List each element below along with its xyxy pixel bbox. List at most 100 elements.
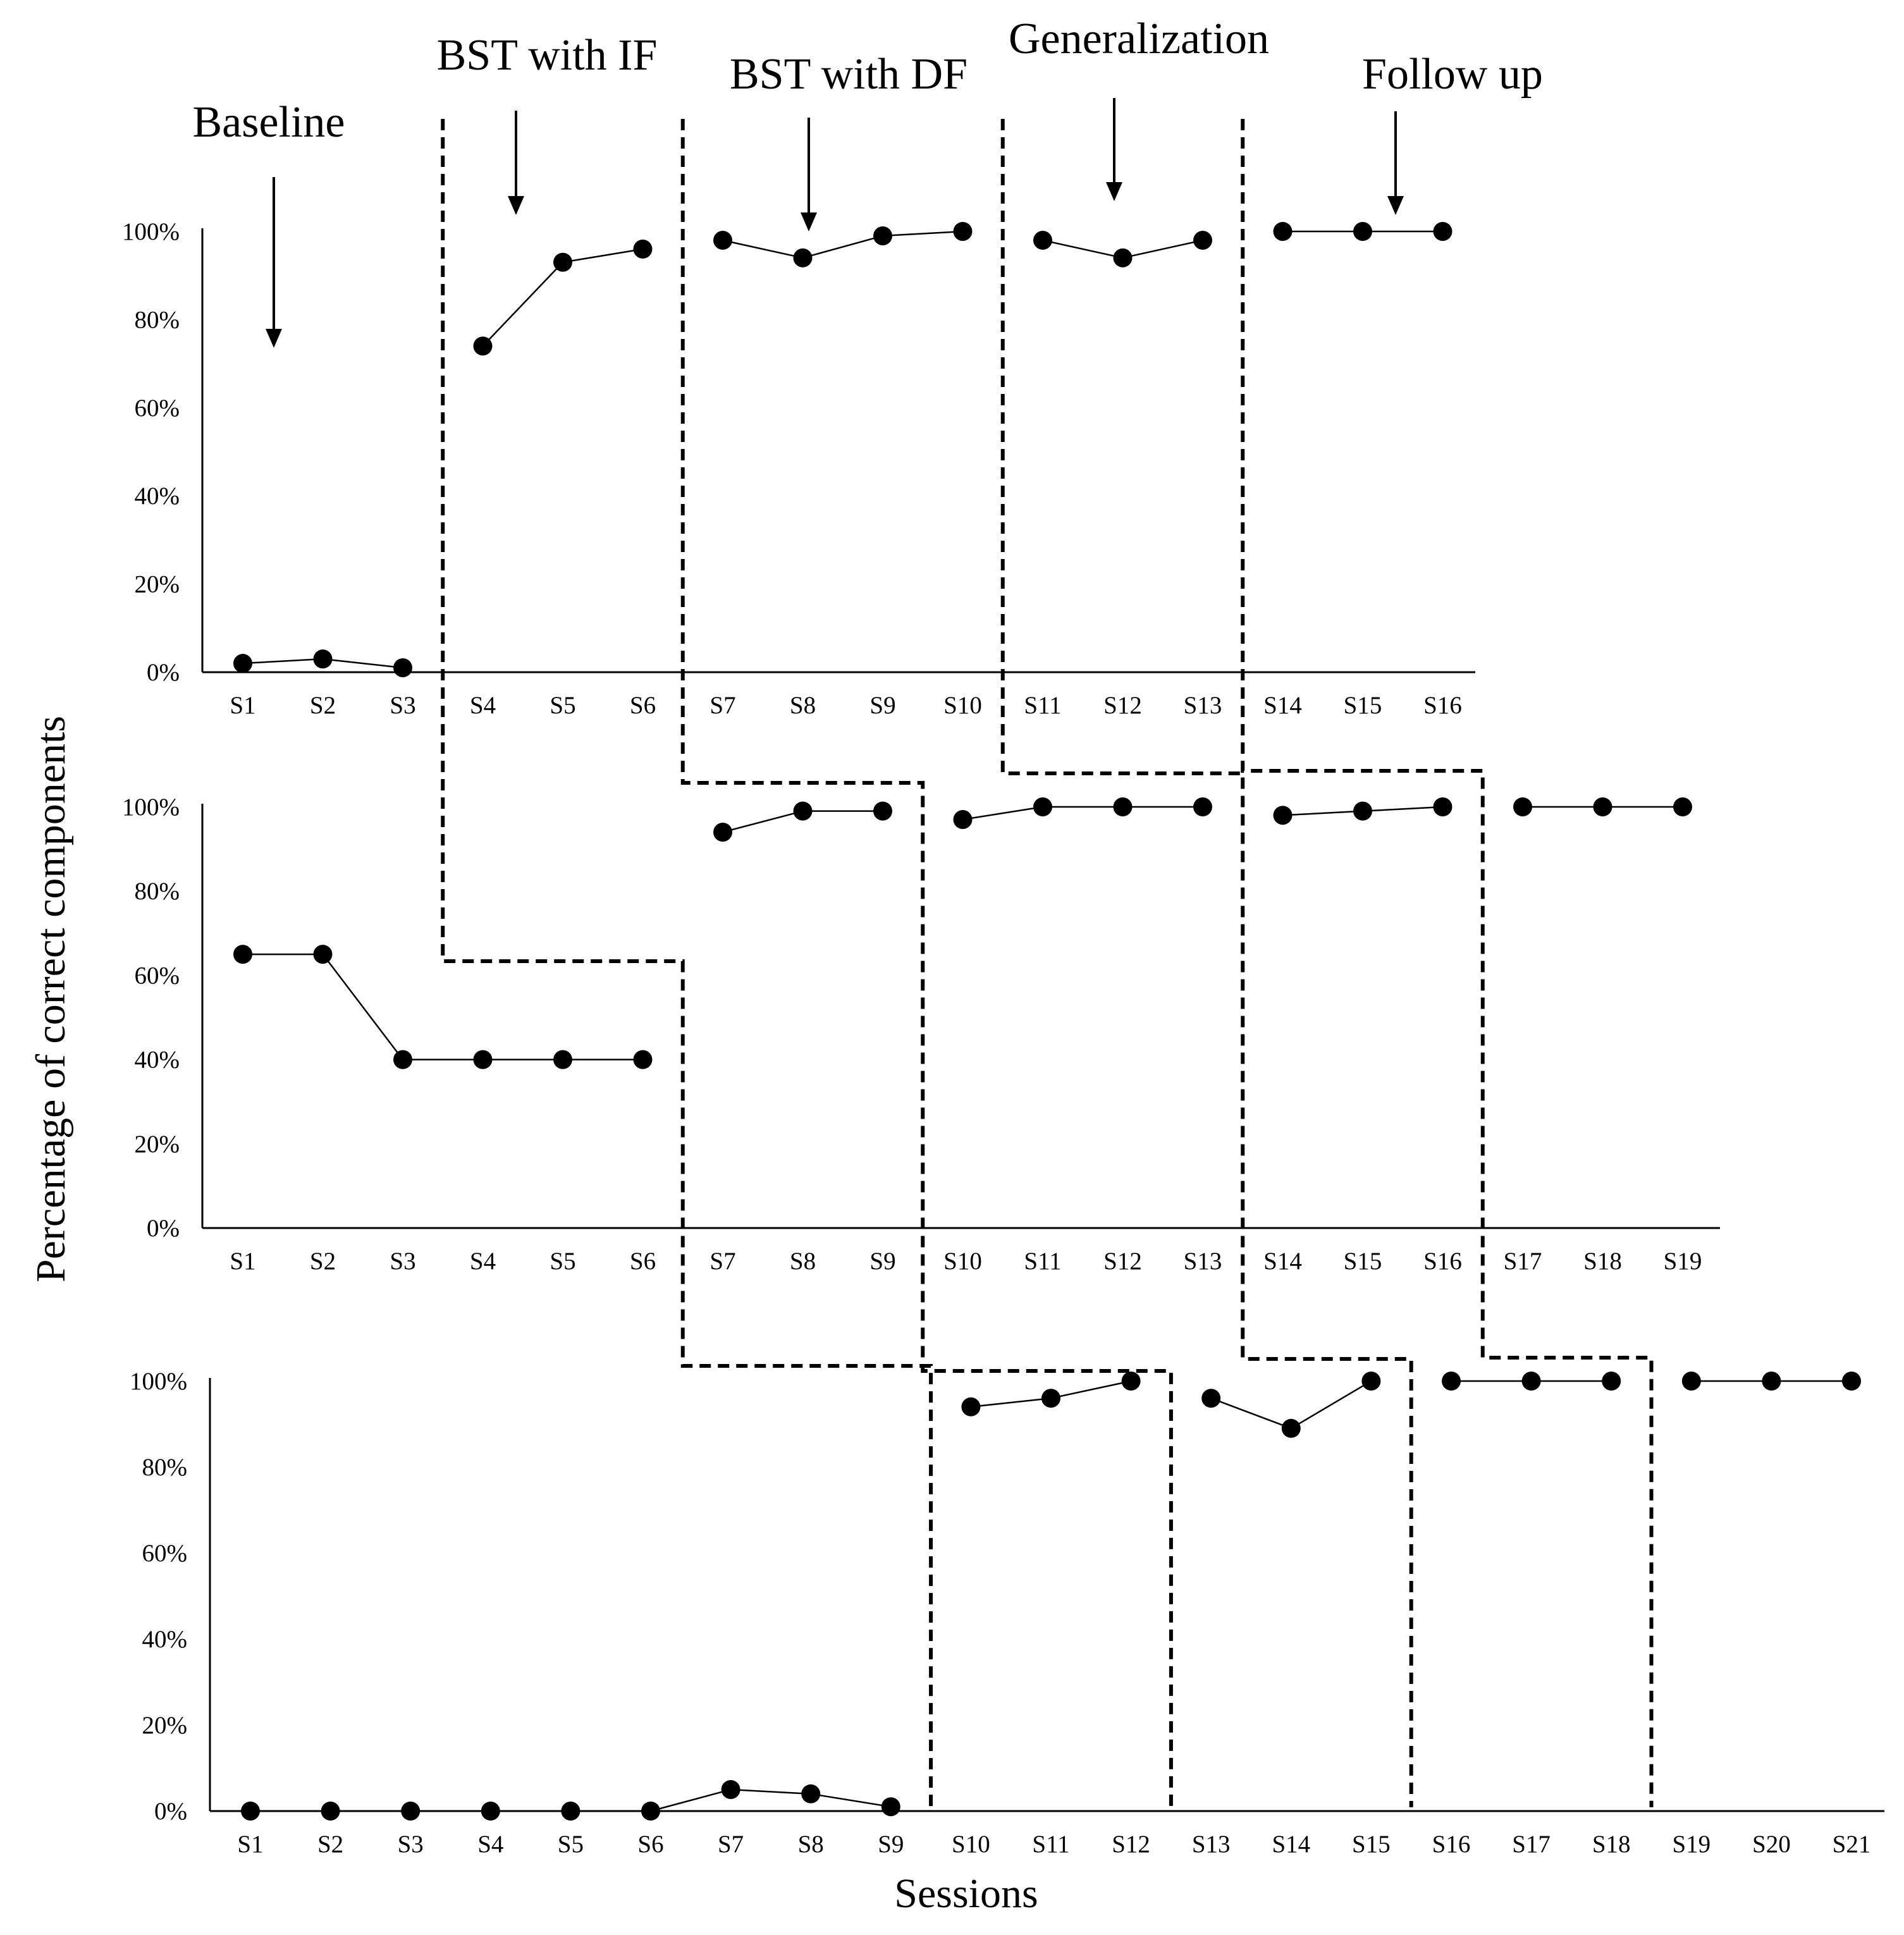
phase-arrow-head [508,196,524,215]
data-point [553,1050,572,1069]
x-tick-label: S8 [790,1248,816,1275]
y-tick-label: 0% [147,1215,180,1242]
y-tick-label: 0% [154,1798,187,1825]
data-point [1593,797,1612,816]
data-point [633,239,653,259]
phase-label: Generalization [1009,15,1269,63]
phase-label: BST with IF [437,31,658,80]
x-tick-label: S6 [630,692,656,719]
data-point [553,252,572,272]
x-tick-label: S20 [1752,1831,1791,1858]
x-tick-label: S14 [1263,1248,1302,1275]
x-tick-label: S10 [943,1248,982,1275]
series-line-segment [882,230,963,237]
data-point [313,945,333,964]
layer-axes [201,98,1884,1812]
x-tick-label: S4 [470,692,496,719]
x-tick-label: S13 [1184,692,1222,719]
x-tick-label: S9 [878,1831,904,1858]
data-point [1281,1418,1301,1438]
x-tick-label: S10 [952,1831,990,1858]
phase-arrow-head [1387,196,1404,215]
data-point [1113,797,1133,816]
x-tick-label: S11 [1024,1248,1061,1275]
x-tick-label: S12 [1103,692,1142,719]
x-tick-label: S5 [558,1831,584,1858]
data-point [881,1797,900,1817]
x-tick-label: S17 [1512,1831,1551,1858]
data-point [713,822,732,842]
x-axis-title: Sessions [894,1870,1038,1917]
phase-label: Follow up [1362,50,1543,99]
y-tick-label: 80% [135,878,180,905]
x-tick-label: S15 [1344,1248,1382,1275]
x-tick-label: S7 [709,692,735,719]
data-point [873,801,892,821]
data-point [1193,230,1212,250]
x-tick-label: S8 [790,692,816,719]
data-point [1433,222,1453,241]
x-tick-label: S15 [1352,1831,1391,1858]
x-tick-label: S7 [718,1831,744,1858]
data-point [233,945,252,964]
data-point [1513,797,1532,816]
data-point [793,801,813,821]
data-point [713,230,732,250]
layer-text: Percentage of correct components Session… [28,15,1870,1917]
x-tick-label: S7 [709,1248,735,1275]
data-point [1273,222,1293,241]
phase-label: Baseline [192,98,345,147]
data-point [793,248,813,267]
x-tick-label: S15 [1344,692,1382,719]
x-tick-label: S14 [1263,692,1302,719]
phase-change-line [1241,119,1654,1807]
data-point [1193,797,1212,816]
y-tick-label: 40% [135,482,180,510]
x-tick-label: S11 [1024,692,1061,719]
data-point [1041,1389,1060,1408]
data-point [1113,248,1133,267]
series-line-segment [1042,239,1123,259]
data-point [873,226,892,245]
data-point [1842,1372,1861,1391]
x-tick-label: S2 [317,1831,343,1858]
data-point [953,809,973,829]
x-tick-label: S16 [1432,1831,1471,1858]
x-tick-label: S18 [1592,1831,1631,1858]
series-line-segment [1210,1398,1292,1429]
series-line-segment [1291,1380,1372,1429]
y-tick-label: 80% [142,1454,188,1481]
data-point [1273,806,1293,825]
y-axis-title: Percentage of correct components [28,716,74,1282]
y-tick-label: 40% [142,1626,188,1653]
data-point [313,649,333,669]
x-tick-label: S11 [1032,1831,1069,1858]
series-line-segment [482,261,563,347]
x-tick-label: S1 [230,692,255,719]
x-tick-label: S3 [398,1831,424,1858]
x-tick-label: S21 [1833,1831,1871,1858]
x-tick-label: S12 [1112,1831,1150,1858]
phase-arrow-head [801,212,817,231]
series-line-segment [722,810,803,833]
x-tick-label: S10 [943,692,982,719]
data-point [1602,1372,1621,1391]
x-tick-label: S6 [630,1248,656,1275]
x-tick-label: S1 [237,1831,263,1858]
data-point [233,654,252,673]
data-point [1442,1372,1461,1391]
data-point [801,1784,821,1803]
phase-arrow-head [1106,182,1122,201]
x-tick-label: S13 [1192,1831,1231,1858]
x-tick-label: S19 [1664,1248,1702,1275]
x-tick-label: S12 [1103,1248,1142,1275]
x-tick-label: S14 [1272,1831,1310,1858]
data-point [1033,230,1052,250]
data-point [633,1050,653,1069]
series-line-segment [1122,239,1203,259]
data-point [1201,1389,1221,1408]
y-tick-label: 20% [135,1131,180,1158]
series-line-segment [1362,806,1443,812]
x-tick-label: S19 [1672,1831,1711,1858]
